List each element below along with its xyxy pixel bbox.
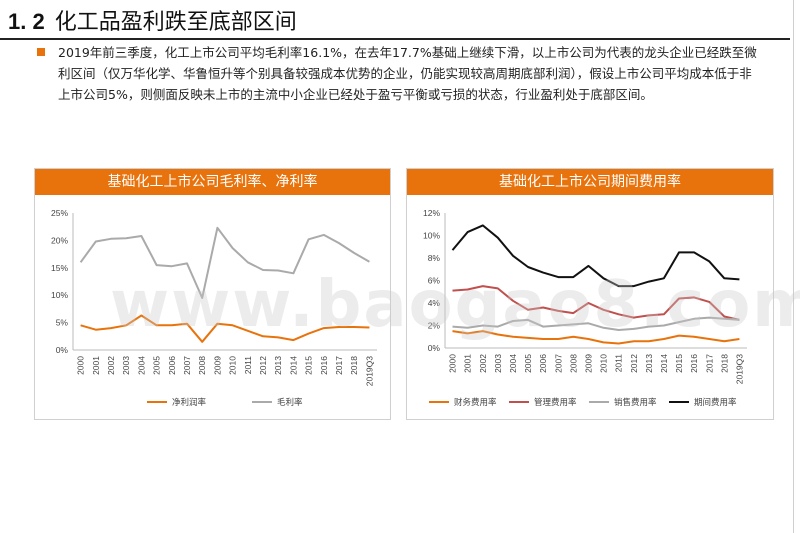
- x-tick-label: 2010: [599, 354, 609, 373]
- x-tick-label: 2014: [659, 354, 669, 373]
- x-tick-label: 2003: [121, 356, 131, 375]
- legend-label: 销售费用率: [614, 397, 657, 408]
- x-tick-label: 2015: [674, 354, 684, 373]
- x-tick-label: 2018: [349, 356, 359, 375]
- chart-title: 基础化工上市公司毛利率、净利率: [35, 169, 390, 195]
- x-tick-label: 2005: [523, 354, 533, 373]
- body-paragraph: 2019年前三季度，化工上市公司平均毛利率16.1%，在去年17.7%基础上继续…: [58, 45, 757, 102]
- x-tick-label: 2018: [719, 354, 729, 373]
- y-tick-label: 0%: [428, 343, 441, 353]
- x-tick-label: 2010: [228, 356, 238, 375]
- legend-label: 财务费用率: [454, 397, 497, 408]
- square-bullet-icon: [37, 48, 45, 56]
- y-tick-label: 10%: [423, 231, 440, 241]
- section-title: 化工品盈利跌至底部区间: [54, 10, 297, 35]
- x-tick-label: 2003: [493, 354, 503, 373]
- x-tick-label: 2011: [614, 354, 624, 373]
- x-tick-label: 2016: [689, 354, 699, 373]
- x-tick-label: 2001: [91, 356, 101, 375]
- series-line: [452, 316, 740, 331]
- y-tick-label: 12%: [423, 208, 440, 218]
- x-tick-label: 2014: [288, 356, 298, 375]
- x-tick-label: 2004: [136, 356, 146, 375]
- y-tick-label: 0%: [56, 345, 69, 355]
- margin-line-chart: 0% 5% 10% 15% 20% 25% 2000 2001 2002 2003 2004 2005…: [51, 208, 377, 408]
- x-tick-label: 2005: [152, 356, 162, 375]
- series-line: [452, 330, 740, 345]
- legend-label: 净利润率: [172, 397, 207, 408]
- chart-title: 基础化工上市公司期间费用率: [407, 169, 773, 195]
- x-tick-label: 2009: [583, 354, 593, 373]
- expense-line-chart: 0% 2% 4% 6% 8% 10% 12% 2000 2001 2002 2003 2004 2005…: [423, 208, 747, 408]
- y-tick-label: 15%: [51, 263, 68, 273]
- page-edge-rule: [793, 0, 794, 533]
- x-tick-label: 2013: [273, 356, 283, 375]
- x-tick-label: 2007: [553, 354, 563, 373]
- x-tick-label: 2002: [478, 354, 488, 373]
- y-tick-label: 10%: [51, 290, 68, 300]
- series-line: [80, 314, 370, 343]
- x-tick-label: 2009: [212, 356, 222, 375]
- y-tick-label: 20%: [51, 235, 68, 245]
- legend-label: 期间费用率: [694, 397, 737, 408]
- y-tick-label: 8%: [428, 253, 441, 263]
- y-tick-label: 2%: [428, 321, 441, 331]
- x-tick-label: 2013: [644, 354, 654, 373]
- title-divider: [0, 38, 790, 40]
- legend-label: 毛利率: [277, 397, 303, 408]
- chart-panel-margins: 基础化工上市公司毛利率、净利率 0% 5% 10% 15% 20% 25% 2000 2001…: [34, 168, 391, 420]
- x-tick-label: 2012: [258, 356, 268, 375]
- legend-label: 管理费用率: [534, 397, 577, 408]
- x-tick-label: 2001: [463, 354, 473, 373]
- x-tick-label: 2016: [319, 356, 329, 375]
- section-number: 1. 2: [8, 9, 45, 34]
- x-tick-label: 2017: [704, 354, 714, 373]
- y-tick-label: 4%: [428, 298, 441, 308]
- x-tick-label: 2019Q3: [734, 354, 744, 385]
- series-line: [79, 226, 370, 299]
- x-tick-label: 2008: [568, 354, 578, 373]
- x-tick-label: 2017: [334, 356, 344, 375]
- x-tick-label: 2008: [197, 356, 207, 375]
- x-tick-label: 2006: [167, 356, 177, 375]
- x-tick-label: 2019Q3: [364, 356, 374, 387]
- watermark: www.baogao8.com: [110, 268, 800, 342]
- x-tick-label: 2002: [106, 356, 116, 375]
- x-tick-label: 2000: [76, 356, 86, 375]
- x-tick-label: 2000: [448, 354, 458, 373]
- x-tick-label: 2007: [182, 356, 192, 375]
- y-tick-label: 6%: [428, 276, 441, 286]
- series-line: [452, 285, 740, 321]
- x-tick-label: 2006: [538, 354, 548, 373]
- x-tick-label: 2011: [243, 356, 253, 375]
- series-line: [451, 224, 740, 288]
- x-tick-label: 2004: [508, 354, 518, 373]
- x-tick-label: 2012: [629, 354, 639, 373]
- x-tick-label: 2015: [304, 356, 314, 375]
- page-title: 1. 2 化工品盈利跌至底部区间: [8, 8, 297, 37]
- y-tick-label: 25%: [51, 208, 68, 218]
- chart-panel-expenses: 基础化工上市公司期间费用率 0% 2% 4% 6% 8% 10% 12% 2000 2001 20…: [406, 168, 774, 420]
- y-tick-label: 5%: [56, 318, 69, 328]
